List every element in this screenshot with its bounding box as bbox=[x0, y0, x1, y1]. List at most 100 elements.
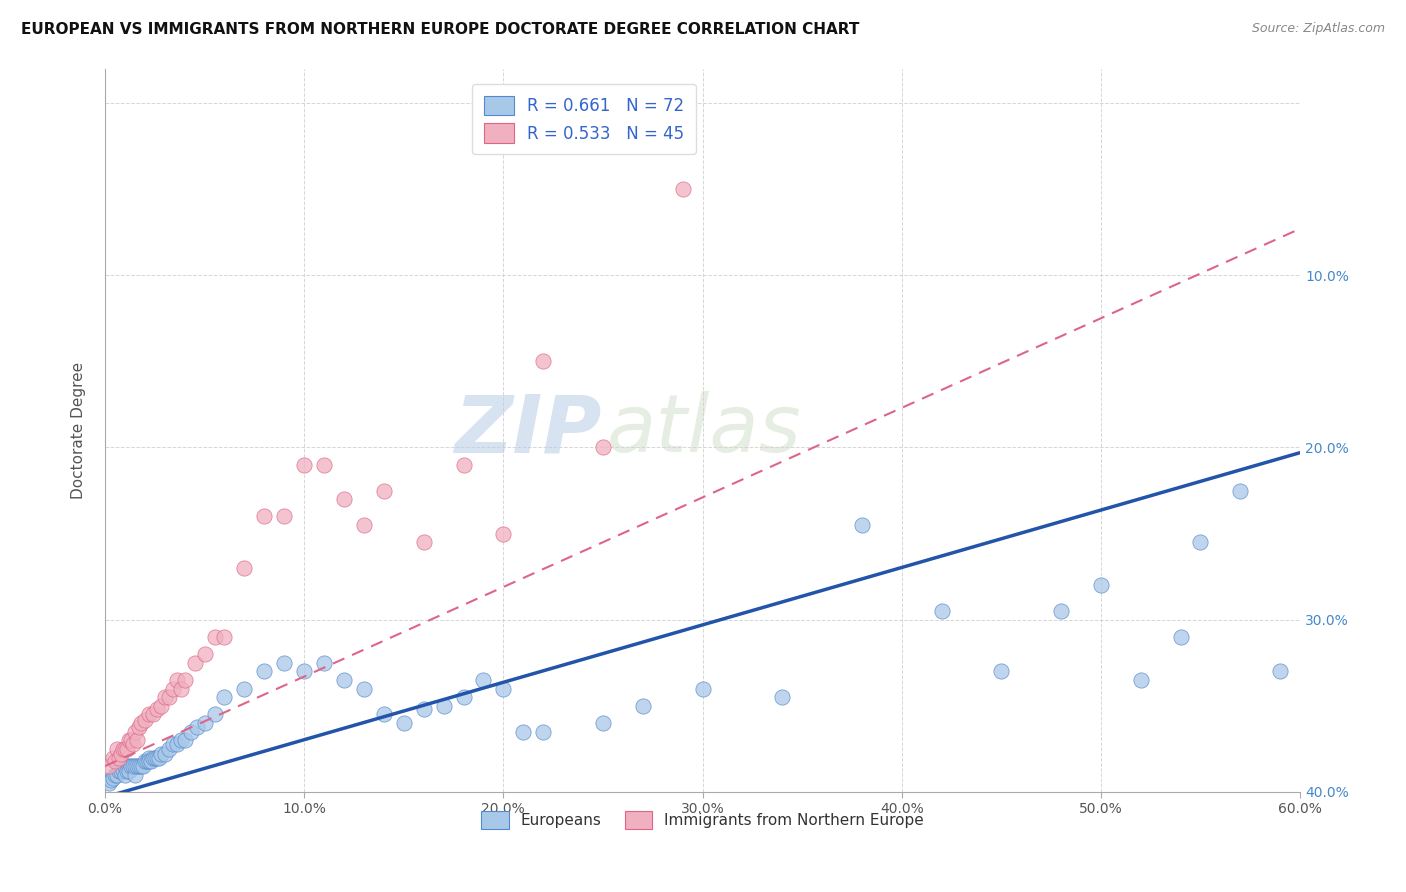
Point bbox=[129, 759, 152, 773]
Point bbox=[125, 733, 148, 747]
Point bbox=[273, 509, 295, 524]
Point bbox=[692, 681, 714, 696]
Point bbox=[433, 698, 456, 713]
Text: atlas: atlas bbox=[607, 392, 801, 469]
Point bbox=[129, 716, 152, 731]
Point bbox=[183, 656, 205, 670]
Point bbox=[125, 759, 148, 773]
Point bbox=[194, 716, 217, 731]
Point bbox=[122, 759, 145, 773]
Text: EUROPEAN VS IMMIGRANTS FROM NORTHERN EUROPE DOCTORATE DEGREE CORRELATION CHART: EUROPEAN VS IMMIGRANTS FROM NORTHERN EUR… bbox=[21, 22, 859, 37]
Point bbox=[143, 750, 166, 764]
Point bbox=[115, 742, 138, 756]
Point bbox=[110, 764, 132, 779]
Point bbox=[124, 724, 146, 739]
Point bbox=[333, 673, 356, 687]
Point bbox=[120, 759, 142, 773]
Point bbox=[153, 690, 176, 705]
Point bbox=[186, 719, 208, 733]
Point bbox=[104, 754, 127, 768]
Point bbox=[333, 492, 356, 507]
Point bbox=[134, 754, 156, 768]
Point bbox=[180, 724, 202, 739]
Point bbox=[114, 768, 136, 782]
Point bbox=[170, 681, 193, 696]
Point bbox=[157, 690, 180, 705]
Point bbox=[128, 759, 150, 773]
Point bbox=[492, 681, 515, 696]
Point bbox=[233, 561, 256, 575]
Point bbox=[118, 759, 141, 773]
Point bbox=[170, 733, 193, 747]
Point bbox=[162, 737, 184, 751]
Point bbox=[166, 673, 188, 687]
Point bbox=[1270, 665, 1292, 679]
Point bbox=[453, 690, 475, 705]
Point bbox=[492, 526, 515, 541]
Point bbox=[108, 764, 131, 779]
Point bbox=[1229, 483, 1251, 498]
Point bbox=[111, 763, 134, 777]
Point bbox=[931, 604, 953, 618]
Point bbox=[118, 764, 141, 779]
Point bbox=[1090, 578, 1112, 592]
Point bbox=[851, 518, 873, 533]
Point bbox=[108, 750, 131, 764]
Point bbox=[157, 742, 180, 756]
Point bbox=[101, 750, 124, 764]
Point bbox=[392, 716, 415, 731]
Point bbox=[149, 698, 172, 713]
Point bbox=[162, 681, 184, 696]
Point bbox=[233, 681, 256, 696]
Point bbox=[138, 707, 160, 722]
Point bbox=[98, 776, 121, 790]
Point bbox=[1050, 604, 1073, 618]
Point bbox=[105, 768, 128, 782]
Point bbox=[273, 656, 295, 670]
Text: Source: ZipAtlas.com: Source: ZipAtlas.com bbox=[1251, 22, 1385, 36]
Point bbox=[353, 518, 375, 533]
Text: ZIP: ZIP bbox=[454, 392, 600, 469]
Point bbox=[148, 750, 170, 764]
Point bbox=[253, 665, 276, 679]
Point bbox=[134, 713, 156, 727]
Point bbox=[531, 724, 554, 739]
Point bbox=[142, 707, 165, 722]
Point bbox=[146, 750, 169, 764]
Point bbox=[138, 750, 160, 764]
Point bbox=[139, 754, 162, 768]
Point bbox=[120, 733, 142, 747]
Point bbox=[453, 458, 475, 472]
Point bbox=[122, 737, 145, 751]
Point bbox=[105, 742, 128, 756]
Point bbox=[98, 759, 121, 773]
Point bbox=[115, 764, 138, 779]
Point bbox=[173, 733, 195, 747]
Point bbox=[990, 665, 1012, 679]
Legend: Europeans, Immigrants from Northern Europe: Europeans, Immigrants from Northern Euro… bbox=[475, 805, 931, 835]
Point bbox=[512, 724, 534, 739]
Point bbox=[672, 182, 695, 196]
Point bbox=[1170, 630, 1192, 644]
Point bbox=[138, 754, 160, 768]
Point bbox=[314, 458, 336, 472]
Point bbox=[412, 702, 434, 716]
Point bbox=[132, 759, 155, 773]
Point bbox=[1129, 673, 1152, 687]
Point bbox=[770, 690, 793, 705]
Y-axis label: Doctorate Degree: Doctorate Degree bbox=[72, 361, 86, 499]
Point bbox=[114, 742, 136, 756]
Point bbox=[173, 673, 195, 687]
Point bbox=[253, 509, 276, 524]
Point bbox=[353, 681, 375, 696]
Point bbox=[114, 759, 136, 773]
Point bbox=[135, 754, 157, 768]
Point bbox=[214, 690, 236, 705]
Point bbox=[204, 707, 226, 722]
Point bbox=[631, 698, 654, 713]
Point bbox=[592, 716, 614, 731]
Point bbox=[194, 647, 217, 661]
Point bbox=[592, 441, 614, 455]
Point bbox=[100, 772, 122, 787]
Point bbox=[412, 535, 434, 549]
